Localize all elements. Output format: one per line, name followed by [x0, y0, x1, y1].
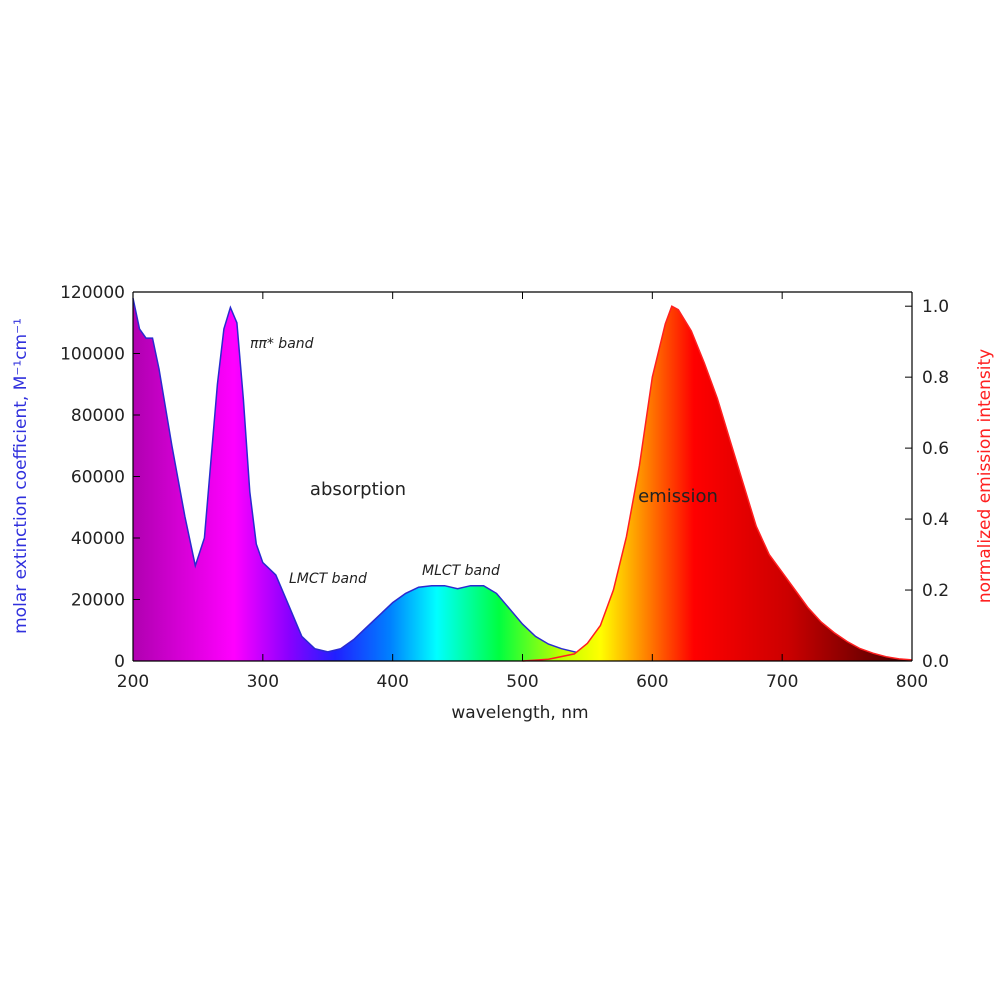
y-tick-label: 60000	[71, 468, 125, 488]
x-tick-label: 300	[247, 672, 279, 692]
y2-tick-label: 0.0	[922, 652, 949, 672]
x-tick-label: 500	[506, 672, 538, 692]
y2-tick-label: 0.6	[922, 439, 949, 459]
area	[522, 306, 912, 661]
y-tick-label: 20000	[71, 591, 125, 611]
x-tick-label: 200	[117, 672, 149, 692]
series-label: absorption	[310, 479, 406, 500]
y2-tick-label: 0.4	[922, 510, 949, 530]
x-tick-label: 600	[636, 672, 668, 692]
series-label: emission	[638, 486, 718, 507]
line	[522, 305, 913, 662]
x-axis-label: wavelength, nm	[451, 703, 588, 723]
y-tick-label: 0	[114, 652, 125, 672]
y-tick-label: 100000	[60, 345, 125, 365]
annotation: LMCT band	[289, 571, 367, 587]
annotation: ππ* band	[250, 336, 314, 352]
x-tick-label: 800	[896, 672, 928, 692]
y2-tick-label: 0.2	[922, 581, 949, 601]
y2-tick-label: 1.0	[922, 297, 949, 317]
y2-axis-label: normalized emission intensity	[975, 349, 995, 603]
x-tick-label: 400	[376, 672, 408, 692]
y-axis-label: molar extinction coefficient, M⁻¹cm⁻¹	[11, 318, 31, 634]
area	[133, 298, 627, 661]
y-tick-label: 40000	[71, 529, 125, 549]
y-tick-label: 120000	[60, 283, 125, 303]
y-tick-label: 80000	[71, 406, 125, 426]
y2-tick-label: 0.8	[922, 368, 949, 388]
line	[132, 298, 627, 661]
annotation: MLCT band	[422, 563, 500, 579]
x-tick-label: 700	[766, 672, 798, 692]
